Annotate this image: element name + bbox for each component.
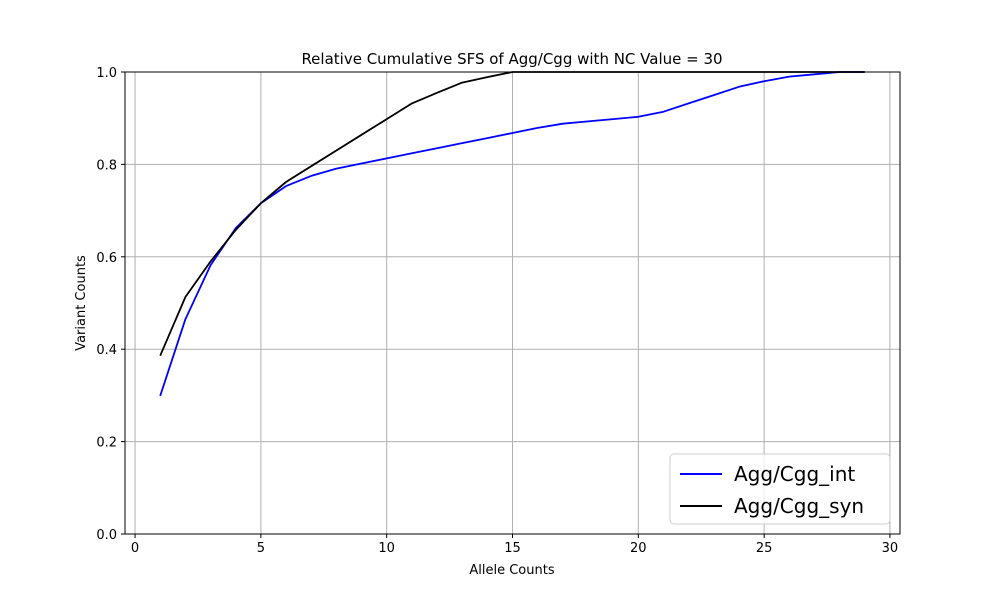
axes: 0 5 10 15 20 25 30 0.0 0.2 0.4 0.6 0.8 1.0 [96,66,901,556]
series-line-0 [159,71,865,397]
x-tick-label: 30 [882,541,899,556]
y-axis-label: Variant Counts [74,255,89,351]
legend: Agg/Cgg_int Agg/Cgg_syn [669,453,891,525]
x-tick-label: 25 [756,541,773,556]
y-tick-label: 0.4 [96,343,117,358]
y-tick-label: 0.0 [96,528,117,543]
y-tick-label: 0.2 [96,436,117,451]
x-tick-label: 0 [131,541,139,556]
axes-frame [124,71,901,535]
legend-label: Agg/Cgg_int [734,462,855,486]
x-tick-label: 5 [257,541,265,556]
legend-box [669,453,891,525]
chart-title: Relative Cumulative SFS of Agg/Cgg with … [301,50,722,68]
y-tick-label: 0.6 [96,251,117,266]
x-tick-label: 10 [378,541,395,556]
y-tick-label: 1.0 [96,66,117,81]
x-tick-label: 20 [630,541,647,556]
x-tick-label: 15 [504,541,521,556]
legend-label: Agg/Cgg_syn [734,494,864,518]
y-tick-label: 0.8 [96,158,117,173]
x-axis-label: Allele Counts [469,563,554,578]
